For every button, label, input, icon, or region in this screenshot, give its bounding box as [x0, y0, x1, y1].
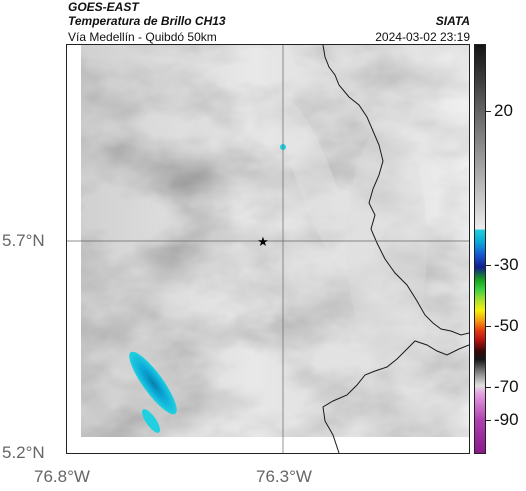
- product-title: Temperatura de Brillo CH13: [68, 14, 226, 28]
- colorbar-label: -30: [494, 255, 519, 274]
- region-label: Vía Medellín - Quibdó 50km: [68, 30, 217, 44]
- coastline: [322, 45, 469, 336]
- lat-tick-label-1: 5.7°N: [2, 231, 45, 250]
- lat-tick-label-2: 5.2°N: [2, 443, 45, 462]
- colorbar-tick: [486, 420, 491, 421]
- colorbar-label: -70: [494, 377, 519, 396]
- no-data-bottom: [67, 437, 469, 453]
- lon-tick-label-1: 76.8°W: [34, 467, 90, 486]
- colorbar-tick: [486, 326, 491, 327]
- no-data-left: [67, 45, 81, 453]
- colorbar-tick: [486, 265, 491, 266]
- colorbar: [474, 44, 486, 454]
- colorbar-tick: [486, 387, 491, 388]
- timestamp-label: 2024-03-02 23:19: [375, 30, 470, 44]
- agency-label: SIATA: [435, 14, 470, 28]
- colorbar-label: 20: [494, 101, 513, 120]
- satellite-map[interactable]: ★: [66, 44, 470, 454]
- satellite-name: GOES-EAST: [68, 0, 139, 14]
- star-icon[interactable]: ★: [257, 235, 269, 250]
- coastline-lower: [322, 340, 469, 453]
- colorbar-label: -50: [494, 316, 519, 335]
- lon-tick-label-2: 76.3°W: [256, 467, 312, 486]
- map-svg: ★: [67, 45, 469, 453]
- colorbar-label: -90: [494, 410, 519, 429]
- colorbar-tick: [486, 111, 491, 112]
